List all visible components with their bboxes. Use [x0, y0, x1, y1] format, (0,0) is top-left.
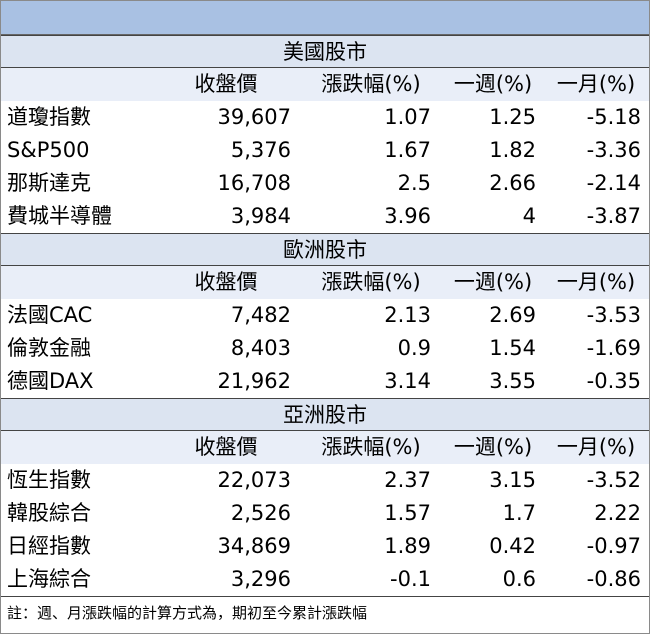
- cell-value: 3,296: [230, 567, 291, 591]
- note: 註：週、月漲跌幅的計算方式為，期初至今累計漲跌幅: [1, 596, 649, 629]
- cell-value: -0.86: [586, 567, 641, 591]
- row-name: 日經指數: [7, 534, 91, 558]
- cell-value: -5.18: [586, 105, 641, 129]
- cell-value: 39,607: [217, 105, 291, 129]
- row-name: S&P500: [7, 138, 90, 162]
- section-title: 亞洲股市: [1, 398, 649, 431]
- column-header: 一週(%): [453, 435, 533, 459]
- cell-value: 3.15: [489, 468, 536, 492]
- header-row: 收盤價 漲跌幅(%) 一週(%) 一月(%): [1, 431, 649, 464]
- cell-value: 5,376: [230, 138, 291, 162]
- cell-value: 1.57: [384, 501, 431, 525]
- cell-value: 1.07: [384, 105, 431, 129]
- column-header: 漲跌幅(%): [321, 72, 421, 96]
- section-title: 美國股市: [1, 35, 649, 68]
- cell-value: 2.66: [489, 171, 536, 195]
- row-name: 倫敦金融: [7, 336, 91, 360]
- cell-value: -3.87: [586, 204, 641, 228]
- top-bar: [1, 1, 649, 35]
- cell-value: 3.55: [489, 369, 536, 393]
- row-name: 上海綜合: [7, 567, 91, 591]
- cell-value: 34,869: [217, 534, 291, 558]
- cell-value: 1.54: [489, 336, 536, 360]
- cell-value: 1.25: [489, 105, 536, 129]
- cell-value: 3,984: [230, 204, 291, 228]
- column-header: 收盤價: [194, 270, 258, 294]
- data-row: 韓股綜合 2,526 1.57 1.7 2.22: [1, 497, 649, 530]
- cell-value: 2.69: [489, 303, 536, 327]
- data-row: 倫敦金融 8,403 0.9 1.54 -1.69: [1, 332, 649, 365]
- column-header: 一週(%): [453, 72, 533, 96]
- column-header: 一週(%): [453, 270, 533, 294]
- data-row: 日經指數 34,869 1.89 0.42 -0.97: [1, 530, 649, 563]
- header-row: 收盤價 漲跌幅(%) 一週(%) 一月(%): [1, 266, 649, 299]
- data-row: 道瓊指數 39,607 1.07 1.25 -5.18: [1, 101, 649, 134]
- cell-value: 1.7: [502, 501, 536, 525]
- cell-value: 2,526: [230, 501, 291, 525]
- column-header: 一月(%): [556, 72, 636, 96]
- column-header: 一月(%): [556, 270, 636, 294]
- cell-value: 22,073: [217, 468, 291, 492]
- column-header: 收盤價: [194, 435, 258, 459]
- column-header: 漲跌幅(%): [321, 270, 421, 294]
- column-header: 一月(%): [556, 435, 636, 459]
- data-row: S&P500 5,376 1.67 1.82 -3.36: [1, 134, 649, 167]
- data-row: 法國CAC 7,482 2.13 2.69 -3.53: [1, 299, 649, 332]
- row-name: 德國DAX: [7, 369, 94, 393]
- cell-value: 3.14: [384, 369, 431, 393]
- row-name: 那斯達克: [7, 171, 91, 195]
- cell-value: 0.6: [502, 567, 536, 591]
- cell-value: 1.82: [489, 138, 536, 162]
- data-row: 上海綜合 3,296 -0.1 0.6 -0.86: [1, 563, 649, 596]
- cell-value: 1.89: [384, 534, 431, 558]
- cell-value: 4: [522, 204, 536, 228]
- row-name: 法國CAC: [7, 303, 93, 327]
- cell-value: -1.69: [586, 336, 641, 360]
- cell-value: -3.53: [586, 303, 641, 327]
- cell-value: 0.42: [489, 534, 536, 558]
- cell-value: 3.96: [384, 204, 431, 228]
- table-body: 美國股市 收盤價 漲跌幅(%) 一週(%) 一月(%) 道瓊指數 39,607 1.07 1.2…: [1, 35, 649, 596]
- cell-value: 21,962: [217, 369, 291, 393]
- header-row: 收盤價 漲跌幅(%) 一週(%) 一月(%): [1, 68, 649, 101]
- data-row: 費城半導體 3,984 3.96 4 -3.87: [1, 200, 649, 233]
- column-header: 漲跌幅(%): [321, 435, 421, 459]
- row-name: 費城半導體: [7, 204, 112, 228]
- cell-value: 2.22: [594, 501, 641, 525]
- cell-value: 1.67: [384, 138, 431, 162]
- data-row: 恆生指數 22,073 2.37 3.15 -3.52: [1, 464, 649, 497]
- cell-value: -0.97: [586, 534, 641, 558]
- cell-value: 2.5: [397, 171, 431, 195]
- data-row: 那斯達克 16,708 2.5 2.66 -2.14: [1, 167, 649, 200]
- cell-value: -0.35: [586, 369, 641, 393]
- cell-value: 8,403: [230, 336, 291, 360]
- data-row: 德國DAX 21,962 3.14 3.55 -0.35: [1, 365, 649, 398]
- cell-value: -0.1: [390, 567, 431, 591]
- cell-value: 2.13: [384, 303, 431, 327]
- section-title: 歐洲股市: [1, 233, 649, 266]
- cell-value: -3.36: [586, 138, 641, 162]
- cell-value: 2.37: [384, 468, 431, 492]
- cell-value: 7,482: [230, 303, 291, 327]
- cell-value: 0.9: [397, 336, 431, 360]
- row-name: 道瓊指數: [7, 105, 91, 129]
- column-header: 收盤價: [194, 72, 258, 96]
- row-name: 韓股綜合: [7, 501, 91, 525]
- cell-value: -2.14: [586, 171, 641, 195]
- cell-value: -3.52: [586, 468, 641, 492]
- cell-value: 16,708: [217, 171, 291, 195]
- row-name: 恆生指數: [7, 468, 91, 492]
